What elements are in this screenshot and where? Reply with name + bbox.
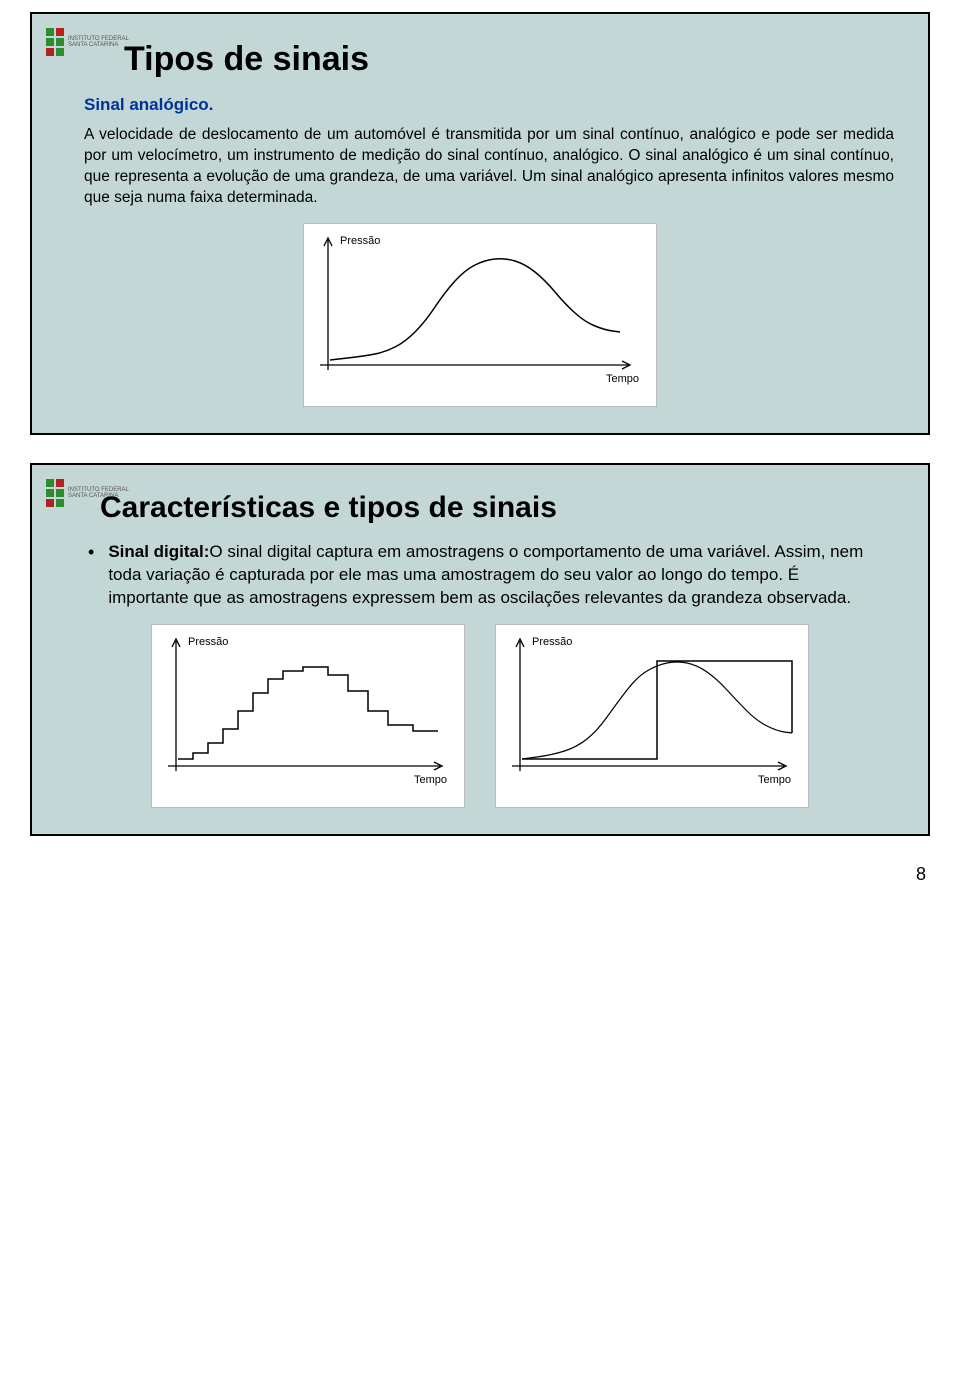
bullet-icon: •	[88, 543, 94, 561]
digital-description: Sinal digital:O sinal digital captura em…	[108, 541, 872, 610]
institution-logo: INSTITUTO FEDERALSANTA CATARINA	[46, 28, 129, 56]
x-axis-label: Tempo	[758, 774, 791, 786]
digital-coarse-steps	[522, 661, 792, 759]
institution-logo: INSTITUTO FEDERALSANTA CATARINA	[46, 479, 129, 507]
bullet-body: O sinal digital captura em amostragens o…	[108, 542, 863, 607]
y-axis-label: Pressão	[340, 235, 380, 247]
slide-tipos-de-sinais: INSTITUTO FEDERALSANTA CATARINA Tipos de…	[30, 12, 930, 435]
signal-subtitle: Sinal analógico.	[84, 95, 900, 115]
y-axis-label: Pressão	[532, 636, 572, 648]
analog-signal-svg: Pressão Tempo	[310, 230, 650, 400]
analog-curve	[330, 258, 620, 359]
digital-chart-fine: Pressão Tempo	[151, 624, 465, 808]
analog-chart-container: Pressão Tempo	[60, 223, 900, 407]
analog-description: A velocidade de deslocamento de um autom…	[84, 125, 894, 209]
page-number: 8	[0, 864, 926, 885]
digital-bullet: • Sinal digital:O sinal digital captura …	[88, 541, 872, 610]
logo-squares-icon	[46, 479, 64, 507]
digital-fine-steps	[178, 667, 438, 759]
y-axis-label: Pressão	[188, 636, 228, 648]
slide-title: Tipos de sinais	[124, 40, 900, 79]
digital-chart-coarse: Pressão Tempo	[495, 624, 809, 808]
analog-chart: Pressão Tempo	[303, 223, 657, 407]
digital-fine-svg: Pressão Tempo	[158, 631, 458, 801]
slide-caracteristicas: INSTITUTO FEDERALSANTA CATARINA Caracter…	[30, 463, 930, 836]
digital-charts-row: Pressão Tempo Pressão Tempo	[60, 624, 900, 808]
x-axis-label: Tempo	[414, 774, 447, 786]
x-axis-label: Tempo	[606, 373, 639, 385]
slide-title: Características e tipos de sinais	[100, 491, 900, 525]
digital-coarse-svg: Pressão Tempo	[502, 631, 802, 801]
logo-squares-icon	[46, 28, 64, 56]
logo-label: INSTITUTO FEDERALSANTA CATARINA	[68, 36, 129, 48]
logo-label: INSTITUTO FEDERALSANTA CATARINA	[68, 487, 129, 499]
bullet-lead: Sinal digital:	[108, 542, 209, 561]
